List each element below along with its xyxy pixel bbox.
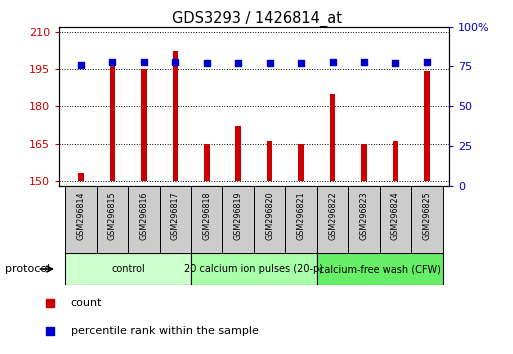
Text: GSM296818: GSM296818 xyxy=(202,191,211,240)
Point xyxy=(108,59,116,64)
Bar xyxy=(424,72,430,181)
Text: GSM296817: GSM296817 xyxy=(171,191,180,240)
Point xyxy=(46,301,54,306)
Bar xyxy=(204,143,210,181)
Text: GSM296824: GSM296824 xyxy=(391,191,400,240)
Bar xyxy=(235,126,241,181)
Point xyxy=(46,328,54,333)
Text: calcium-free wash (CFW): calcium-free wash (CFW) xyxy=(319,264,441,274)
Bar xyxy=(411,186,443,253)
Text: GSM296815: GSM296815 xyxy=(108,191,117,240)
Text: count: count xyxy=(71,298,102,308)
Bar xyxy=(267,141,272,181)
Bar xyxy=(78,173,84,181)
Bar xyxy=(317,186,348,253)
Point xyxy=(328,59,337,64)
Bar xyxy=(172,51,178,181)
Bar xyxy=(285,186,317,253)
Bar xyxy=(110,67,115,181)
Text: GSM296820: GSM296820 xyxy=(265,191,274,240)
Text: GSM296823: GSM296823 xyxy=(360,191,368,240)
Bar xyxy=(191,186,223,253)
Text: GSM296825: GSM296825 xyxy=(422,191,431,240)
Text: 20 calcium ion pulses (20-p): 20 calcium ion pulses (20-p) xyxy=(185,264,323,274)
Bar xyxy=(223,186,254,253)
Bar xyxy=(65,253,191,285)
Text: protocol: protocol xyxy=(5,264,50,274)
Bar xyxy=(160,186,191,253)
Point xyxy=(77,62,85,68)
Bar xyxy=(97,186,128,253)
Bar xyxy=(128,186,160,253)
Text: GSM296822: GSM296822 xyxy=(328,191,337,240)
Bar xyxy=(330,94,336,181)
Point xyxy=(297,60,305,66)
Text: GSM296821: GSM296821 xyxy=(297,191,306,240)
Point xyxy=(171,59,180,64)
Text: GDS3293 / 1426814_at: GDS3293 / 1426814_at xyxy=(171,11,342,27)
Bar xyxy=(141,69,147,181)
Point xyxy=(423,59,431,64)
Point xyxy=(266,60,274,66)
Bar xyxy=(317,253,443,285)
Text: control: control xyxy=(111,264,145,274)
Bar xyxy=(298,143,304,181)
Bar xyxy=(361,143,367,181)
Point xyxy=(203,60,211,66)
Bar xyxy=(191,253,317,285)
Bar xyxy=(380,186,411,253)
Point xyxy=(391,60,400,66)
Point xyxy=(234,60,242,66)
Bar xyxy=(392,141,398,181)
Text: GSM296814: GSM296814 xyxy=(76,191,86,240)
Bar xyxy=(348,186,380,253)
Text: GSM296819: GSM296819 xyxy=(234,191,243,240)
Point xyxy=(140,59,148,64)
Text: percentile rank within the sample: percentile rank within the sample xyxy=(71,326,259,336)
Point xyxy=(360,59,368,64)
Bar xyxy=(254,186,285,253)
Bar xyxy=(65,186,97,253)
Text: GSM296816: GSM296816 xyxy=(140,191,148,240)
